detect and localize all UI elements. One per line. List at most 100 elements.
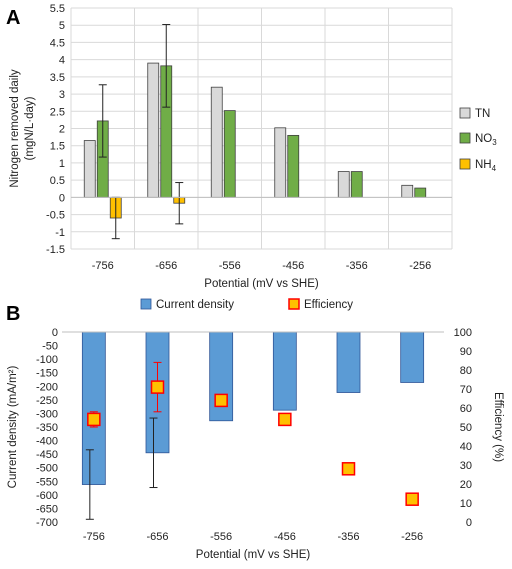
panel-b-x-tick-label: -556 (210, 531, 232, 543)
panel-b-right-y-tick-label: 30 (460, 460, 472, 472)
panel-b-efficiency-marker (341, 462, 356, 476)
legend-name: TN (475, 108, 490, 120)
panel-a-legend-swatch (459, 158, 471, 170)
panel-b-tick-labels: 0 -50-100 -150-200 -250-300 -350 -400-450 -500… (36, 327, 472, 543)
panel-a-x-axis-label: Potential (mV vs SHE) (204, 278, 319, 290)
panel-b-efficiency-markers (87, 361, 419, 506)
legend-subscript: 3 (492, 138, 497, 147)
panel-a-bar (83, 140, 96, 198)
panel-b-efficiency-marker (87, 412, 101, 427)
panel-a-legend: TN NO3 NH4 (459, 107, 497, 173)
panel-a-bar (223, 110, 236, 198)
panel-b-right-y-tick-label: 10 (460, 498, 472, 510)
panel-a-y-tick-label: 4 (59, 55, 65, 67)
panel-a-legend-swatch (459, 107, 471, 119)
panel-a-legend-swatch (459, 132, 471, 144)
panel-a-y-tick-label: 1.5 (50, 141, 65, 153)
panel-b-legend-swatch-efficiency (288, 298, 300, 310)
panel-a-bar (147, 62, 160, 198)
panel-b-left-y-tick-label: -250 (36, 395, 58, 407)
panel-a-bar (401, 184, 414, 198)
panel-a-y-tick-label: 2 (59, 124, 65, 136)
panel-a-legend-label: TN (475, 108, 490, 120)
panel-b-x-tick-label: -356 (337, 531, 359, 543)
panel-a-y-tick-label: 3 (59, 89, 65, 101)
panel-b-bars (81, 331, 425, 520)
panel-a-y-axis-label-line2: (mgN/L·day) (24, 96, 36, 160)
legend-name: NO (475, 133, 492, 145)
panel-b-left-y-tick-label: -100 (36, 354, 58, 366)
panel-b-right-y-axis-label: Efficiency (%) (492, 392, 504, 462)
panel-a-x-tick-label: -756 (92, 260, 114, 272)
panel-b-left-y-tick-label: -650 (36, 503, 58, 515)
panel-b-efficiency-marker (150, 380, 165, 394)
panel-a-x-tick-label: -356 (346, 260, 368, 272)
panel-b-right-y-tick-label: 0 (466, 517, 472, 529)
panel-a-bar (414, 187, 427, 198)
panel-a-y-tick-label: 4.5 (50, 37, 65, 49)
panel-a-gridlines (70, 7, 453, 250)
panel-b-left-y-tick-label: -600 (36, 490, 58, 502)
panel-a-x-tick-label: -256 (409, 260, 431, 272)
panel-a-bar (210, 86, 223, 198)
panel-b-left-y-axis-label: Current density (mA/m²) (7, 365, 19, 488)
panel-a-y-tick-label: -1 (55, 227, 65, 239)
panel-a-x-tick-label: -556 (219, 260, 241, 272)
panel-b-legend-label-current: Current density (156, 299, 234, 311)
panel-b-left-y-tick-label: -500 (36, 463, 58, 475)
panel-b-left-y-tick-label: -200 (36, 381, 58, 393)
legend-name: NH (475, 159, 492, 171)
panel-b-label: B (6, 303, 20, 325)
panel-b-left-y-tick-label: -350 (36, 422, 58, 434)
panel-b-right-y-tick-label: 70 (460, 384, 472, 396)
panel-b-current-density-bar (209, 331, 234, 422)
panel-b-x-tick-label: -256 (401, 531, 423, 543)
panel-a-legend-label: NH4 (475, 159, 497, 173)
panel-a-legend-label: NO3 (475, 133, 497, 147)
panel-b-right-y-tick-label: 100 (454, 327, 472, 339)
panel-b-legend: Current density Efficiency (140, 298, 353, 311)
panel-b-x-axis-label: Potential (mV vs SHE) (196, 549, 311, 561)
panel-a-y-tick-label: 5 (59, 20, 65, 32)
panel-b-left-y-tick-label: -300 (36, 408, 58, 420)
panel-b-left-y-tick-label: -550 (36, 476, 58, 488)
panel-b-legend-label-efficiency: Efficiency (304, 299, 353, 311)
panel-b-right-y-tick-label: 20 (460, 479, 472, 491)
panel-b-efficiency-marker (405, 492, 419, 506)
panel-b-current-density-bar (81, 331, 106, 485)
panel-a-y-tick-label: -0.5 (46, 210, 65, 222)
panel-b-right-y-tick-label: 40 (460, 441, 472, 453)
panel-b-legend-swatch-current (140, 298, 152, 310)
panel-b-left-y-tick-label: -450 (36, 449, 58, 461)
panel-b-left-y-tick-label: -400 (36, 436, 58, 448)
panel-a-bar (337, 171, 350, 198)
panel-a-tick-labels: -1.5 -1 -0.5 0 0.5 1 1.5 2 2.5 3 3.5 4 4.5 5 5.5 -756 -6… (46, 3, 431, 272)
legend-subscript: 4 (492, 164, 497, 173)
panel-a-label: A (6, 7, 20, 29)
panel-a-bar (274, 127, 287, 198)
panel-a-y-tick-label: 5.5 (50, 3, 65, 15)
panel-a-y-tick-label: 0 (59, 192, 65, 204)
panel-b-x-tick-label: -456 (274, 531, 296, 543)
panel-b-right-y-tick-label: 50 (460, 422, 472, 434)
panel-b-current-density-bar (272, 331, 297, 411)
panel-b-x-tick-label: -656 (146, 531, 168, 543)
panel-a-x-tick-label: -456 (282, 260, 304, 272)
panel-b-left-y-tick-label: -50 (42, 341, 58, 353)
panel-b-right-y-tick-label: 90 (460, 346, 472, 358)
panel-a-y-tick-label: 3.5 (50, 72, 65, 84)
panel-b-left-y-tick-label: -150 (36, 368, 58, 380)
panel-b-left-y-tick-label: -700 (36, 517, 58, 529)
panel-b-right-y-tick-label: 80 (460, 365, 472, 377)
panel-a-bars (83, 24, 427, 240)
panel-a-y-axis-label-line1: Nitrogen removed daily (9, 69, 21, 188)
panel-b-efficiency-marker (278, 412, 292, 427)
panel-a-bar (287, 134, 300, 198)
panel-b-efficiency-marker (214, 393, 228, 408)
panel-a-y-tick-label: 0.5 (50, 175, 65, 187)
panel-a-y-tick-label: 2.5 (50, 106, 65, 118)
panel-b-right-y-tick-label: 60 (460, 403, 472, 415)
panel-b-current-density-bar (336, 331, 361, 393)
panel-a-y-tick-label: -1.5 (46, 244, 65, 256)
